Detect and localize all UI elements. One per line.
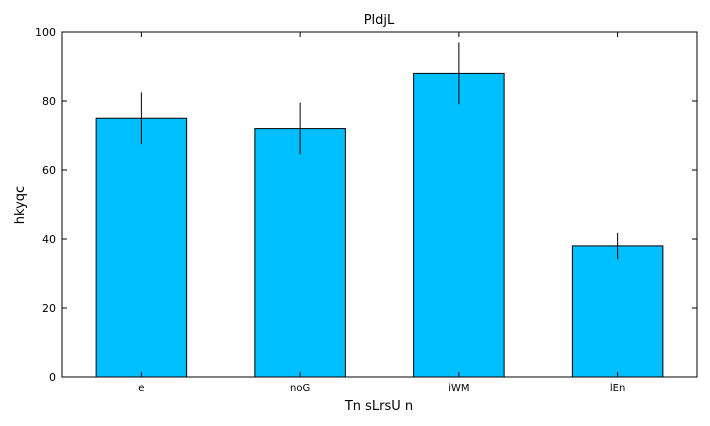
x-tick-label-noG: noG (290, 383, 310, 394)
y-tick-label-3: 60 (42, 164, 56, 177)
x-axis: e noG iWM lEn (138, 32, 625, 394)
y-tick-label-5: 100 (35, 26, 56, 39)
y-axis-label: hkyqc (13, 186, 28, 224)
bar-e (95, 117, 188, 378)
bar-iWM (413, 72, 505, 378)
x-tick-label-lEn: lEn (610, 383, 625, 394)
x-axis-label: Tn sLrsU n (344, 399, 413, 414)
chart-title: PldjL (364, 13, 395, 28)
bar-lEn (571, 245, 664, 378)
plot-frame (61, 31, 698, 378)
x-tick-label-iWM: iWM (448, 383, 469, 394)
bar-noG (254, 128, 346, 378)
x-tick-label-e: e (138, 383, 144, 394)
y-axis: 0 20 40 60 80 100 (35, 26, 697, 384)
y-tick-label-0: 0 (49, 371, 56, 384)
y-tick-label-2: 40 (42, 233, 56, 246)
y-tick-label-4: 80 (42, 95, 56, 108)
y-tick-label-1: 20 (42, 302, 56, 315)
bars (95, 42, 664, 378)
